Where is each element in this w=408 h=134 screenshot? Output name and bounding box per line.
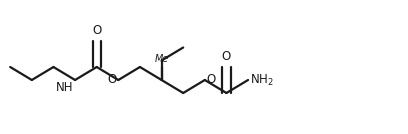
Text: NH: NH bbox=[55, 81, 73, 94]
Text: O: O bbox=[222, 50, 231, 63]
Text: NH$_2$: NH$_2$ bbox=[250, 72, 274, 88]
Text: O: O bbox=[207, 73, 216, 87]
Text: O: O bbox=[92, 24, 101, 37]
Text: Me: Me bbox=[155, 54, 169, 64]
Text: O: O bbox=[107, 73, 116, 87]
